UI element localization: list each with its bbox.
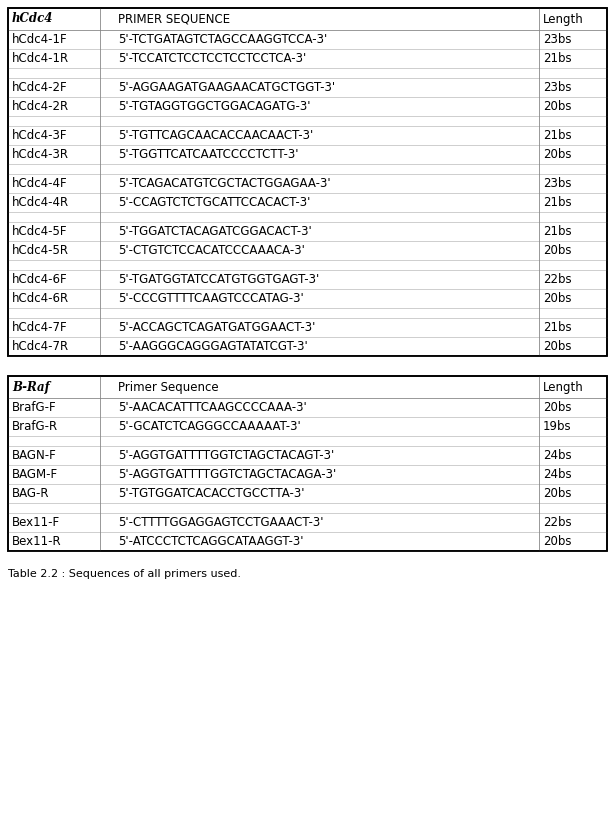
Text: Table 2.2 : Sequences of all primers used.: Table 2.2 : Sequences of all primers use… <box>8 569 241 579</box>
Text: 20bs: 20bs <box>543 148 571 161</box>
Bar <box>8 8 607 356</box>
Text: 23bs: 23bs <box>543 177 571 190</box>
Text: BrafG-R: BrafG-R <box>12 420 58 433</box>
Text: 5'-TCAGACATGTCGCTACTGGAGAA-3': 5'-TCAGACATGTCGCTACTGGAGAA-3' <box>118 177 331 190</box>
Text: hCdc4-7F: hCdc4-7F <box>12 321 68 334</box>
Text: hCdc4-5F: hCdc4-5F <box>12 225 68 238</box>
Text: hCdc4-2R: hCdc4-2R <box>12 100 69 113</box>
Text: hCdc4-4F: hCdc4-4F <box>12 177 68 190</box>
Text: hCdc4-4R: hCdc4-4R <box>12 196 69 209</box>
Text: hCdc4-5R: hCdc4-5R <box>12 244 69 257</box>
Text: 5'-TCCATCTCCTCCTCCTCCTCA-3': 5'-TCCATCTCCTCCTCCTCCTCA-3' <box>118 52 306 65</box>
Text: 21bs: 21bs <box>543 196 571 209</box>
Text: 21bs: 21bs <box>543 52 571 65</box>
Text: 19bs: 19bs <box>543 420 571 433</box>
Text: 5'-AGGAAGATGAAGAACATGCTGGT-3': 5'-AGGAAGATGAAGAACATGCTGGT-3' <box>118 81 335 94</box>
Text: 21bs: 21bs <box>543 225 571 238</box>
Text: 5'-CCCGTTTTCAAGTCCCATAG-3': 5'-CCCGTTTTCAAGTCCCATAG-3' <box>118 292 304 305</box>
Text: hCdc4-3F: hCdc4-3F <box>12 129 68 142</box>
Text: 5'-AACACATTTCAAGCCCCAAA-3': 5'-AACACATTTCAAGCCCCAAA-3' <box>118 401 307 414</box>
Text: 24bs: 24bs <box>543 449 571 462</box>
Text: hCdc4-2F: hCdc4-2F <box>12 81 68 94</box>
Text: 24bs: 24bs <box>543 468 571 481</box>
Text: 20bs: 20bs <box>543 535 571 548</box>
Text: 5'-ACCAGCTCAGATGATGGAACT-3': 5'-ACCAGCTCAGATGATGGAACT-3' <box>118 321 315 334</box>
Text: hCdc4-6F: hCdc4-6F <box>12 273 68 286</box>
Text: 5'-CTTTTGGAGGAGTCCTGAAACT-3': 5'-CTTTTGGAGGAGTCCTGAAACT-3' <box>118 516 323 529</box>
Text: 5'-GCATCTCAGGGCCAAAAAT-3': 5'-GCATCTCAGGGCCAAAAAT-3' <box>118 420 301 433</box>
Text: hCdc4: hCdc4 <box>12 12 54 26</box>
Text: 5'-TGTTCAGCAACACCAACAACT-3': 5'-TGTTCAGCAACACCAACAACT-3' <box>118 129 313 142</box>
Text: 5'-CCAGTCTCTGCATTCCACACT-3': 5'-CCAGTCTCTGCATTCCACACT-3' <box>118 196 311 209</box>
Text: hCdc4-3R: hCdc4-3R <box>12 148 69 161</box>
Text: 5'-TCTGATAGTCTAGCCAAGGTCCA-3': 5'-TCTGATAGTCTAGCCAAGGTCCA-3' <box>118 33 327 46</box>
Text: 5'-TGTGGATCACACCTGCCTTA-3': 5'-TGTGGATCACACCTGCCTTA-3' <box>118 487 304 500</box>
Text: hCdc4-6R: hCdc4-6R <box>12 292 69 305</box>
Text: 5'-ATCCCTCTCAGGCATAAGGT-3': 5'-ATCCCTCTCAGGCATAAGGT-3' <box>118 535 303 548</box>
Text: 22bs: 22bs <box>543 273 571 286</box>
Text: 23bs: 23bs <box>543 81 571 94</box>
Text: 5'-AGGTGATTTTGGTCTAGCTACAGA-3': 5'-AGGTGATTTTGGTCTAGCTACAGA-3' <box>118 468 336 481</box>
Text: 23bs: 23bs <box>543 33 571 46</box>
Text: PRIMER SEQUENCE: PRIMER SEQUENCE <box>118 12 230 26</box>
Text: hCdc4-7R: hCdc4-7R <box>12 340 69 353</box>
Text: 20bs: 20bs <box>543 401 571 414</box>
Text: BAGM-F: BAGM-F <box>12 468 58 481</box>
Text: 21bs: 21bs <box>543 321 571 334</box>
Text: Length: Length <box>543 380 584 393</box>
Bar <box>8 376 607 551</box>
Text: 22bs: 22bs <box>543 516 571 529</box>
Text: 5'-TGGATCTACAGATCGGACACT-3': 5'-TGGATCTACAGATCGGACACT-3' <box>118 225 312 238</box>
Text: 20bs: 20bs <box>543 244 571 257</box>
Text: 5'-TGGTTCATCAATCCCCTCTT-3': 5'-TGGTTCATCAATCCCCTCTT-3' <box>118 148 298 161</box>
Text: 5'-TGTAGGTGGCTGGACAGATG-3': 5'-TGTAGGTGGCTGGACAGATG-3' <box>118 100 311 113</box>
Text: 20bs: 20bs <box>543 100 571 113</box>
Text: Length: Length <box>543 12 584 26</box>
Bar <box>8 376 607 551</box>
Text: 5'-CTGTCTCCACATCCCAAACA-3': 5'-CTGTCTCCACATCCCAAACA-3' <box>118 244 305 257</box>
Text: hCdc4-1F: hCdc4-1F <box>12 33 68 46</box>
Text: 20bs: 20bs <box>543 292 571 305</box>
Text: hCdc4-1R: hCdc4-1R <box>12 52 69 65</box>
Text: Bex11-R: Bex11-R <box>12 535 62 548</box>
Text: Primer Sequence: Primer Sequence <box>118 380 218 393</box>
Text: BAG-R: BAG-R <box>12 487 49 500</box>
Text: Bex11-F: Bex11-F <box>12 516 60 529</box>
Text: 5'-AGGTGATTTTGGTCTAGCTACAGT-3': 5'-AGGTGATTTTGGTCTAGCTACAGT-3' <box>118 449 334 462</box>
Text: 5'-AAGGGCAGGGAGTATATCGT-3': 5'-AAGGGCAGGGAGTATATCGT-3' <box>118 340 308 353</box>
Text: 20bs: 20bs <box>543 487 571 500</box>
Text: BAGN-F: BAGN-F <box>12 449 57 462</box>
Text: 21bs: 21bs <box>543 129 571 142</box>
Text: BrafG-F: BrafG-F <box>12 401 57 414</box>
Text: 5'-TGATGGTATCCATGTGGTGAGT-3': 5'-TGATGGTATCCATGTGGTGAGT-3' <box>118 273 319 286</box>
Text: 20bs: 20bs <box>543 340 571 353</box>
Bar <box>8 8 607 356</box>
Text: B-Raf: B-Raf <box>12 380 50 393</box>
